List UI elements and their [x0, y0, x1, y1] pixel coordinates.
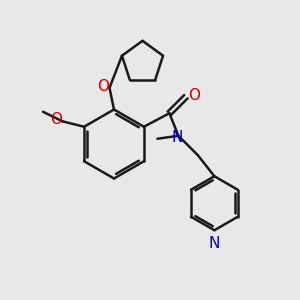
Text: O: O: [50, 112, 62, 127]
Text: O: O: [97, 79, 109, 94]
Text: O: O: [188, 88, 200, 103]
Text: N: N: [171, 130, 183, 145]
Text: N: N: [209, 236, 220, 251]
